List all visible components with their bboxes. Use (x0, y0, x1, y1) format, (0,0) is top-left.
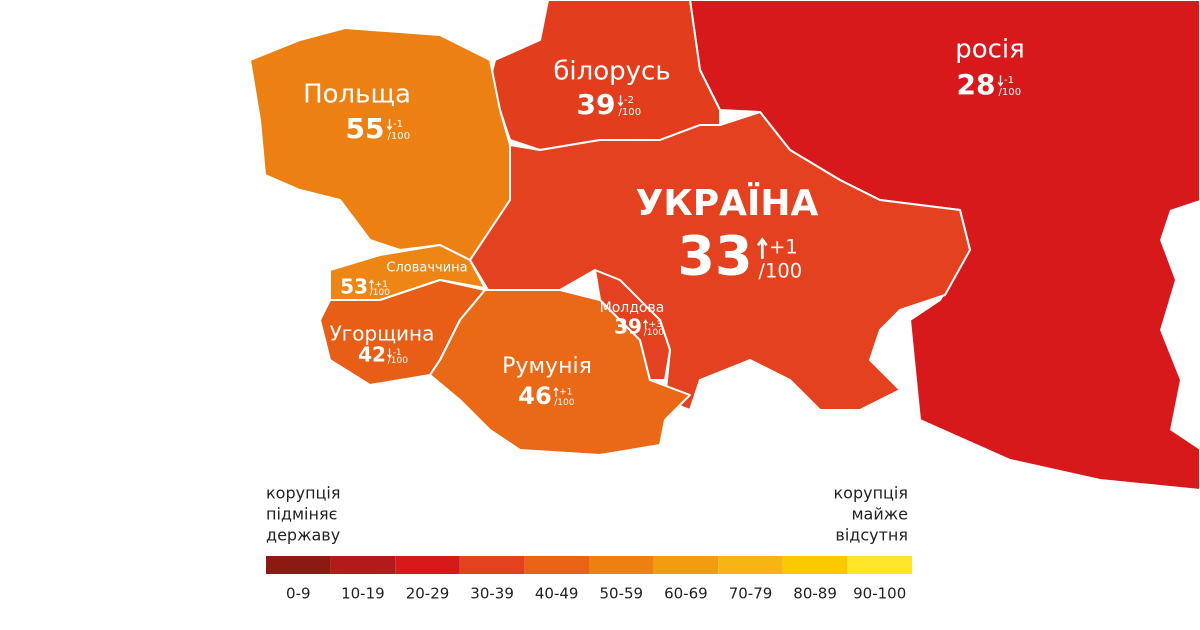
country-name: Угорщина (330, 322, 435, 346)
legend-label: 90-100 (853, 585, 906, 603)
country-score: 55 (346, 112, 385, 145)
score-change: +1 (769, 236, 798, 259)
legend-swatch (524, 556, 589, 574)
trend-arrow (997, 75, 1004, 87)
score-max: /100 (999, 87, 1022, 98)
legend-label: 10-19 (341, 585, 385, 603)
legend-swatch (266, 556, 331, 574)
sea (1160, 200, 1200, 450)
legend-label: 70-79 (729, 585, 773, 603)
trend-arrow (617, 95, 624, 107)
score-max: /100 (388, 131, 411, 142)
score-max: /100 (370, 288, 390, 298)
score-max: /100 (388, 356, 408, 366)
country-score: 42 (358, 343, 386, 367)
trend-arrow (387, 348, 392, 359)
score-change: -1 (1004, 75, 1014, 86)
score-change: -1 (393, 119, 403, 130)
legend-label: 30-39 (470, 585, 514, 603)
score-change: -2 (624, 95, 634, 106)
legend-swatch (782, 556, 848, 574)
score-max: /100 (619, 107, 642, 118)
legend-swatch (395, 556, 460, 574)
legend-right-text: відсутня (835, 526, 908, 545)
trend-arrow (756, 237, 768, 259)
country-score: 39 (577, 88, 616, 121)
country-name: Словаччина (386, 261, 467, 276)
legend-left-text: державу (266, 526, 340, 545)
legend-swatch (459, 556, 525, 574)
score-max: /100 (554, 398, 574, 408)
country-score: 53 (340, 275, 368, 299)
legend-label: 0-9 (286, 585, 311, 603)
country-name: росія (955, 35, 1025, 65)
legend-label: 80-89 (793, 585, 837, 603)
country-name: Молдова (600, 300, 665, 316)
legend-label: 20-29 (406, 585, 450, 603)
trend-arrow (369, 279, 374, 290)
legend-swatch (330, 556, 396, 574)
score-change: -1 (393, 348, 402, 358)
legend-swatch (653, 556, 719, 574)
country-shape (429, 289, 691, 456)
legend-left-text: корупція (266, 484, 341, 503)
score-max: /100 (644, 328, 664, 338)
country-shape (594, 269, 671, 381)
country-shape (249, 27, 511, 261)
country-name: Польща (303, 80, 411, 110)
country-name: УКРАЇНА (636, 182, 819, 224)
legend-label: 50-59 (600, 585, 644, 603)
score-change: +1 (375, 280, 388, 290)
legend-swatch (847, 556, 912, 574)
score-change: +1 (559, 387, 572, 397)
country-score: 39 (614, 315, 642, 339)
legend-right-text: корупція (834, 484, 909, 503)
legend-label: 60-69 (664, 585, 708, 603)
score-max: /100 (758, 259, 802, 282)
trend-arrow (553, 386, 559, 397)
legend-right-text: майже (851, 505, 908, 524)
legend-left-text: підміняє (266, 505, 337, 524)
country-name: білорусь (553, 57, 670, 87)
country-score: 46 (518, 382, 551, 410)
score-change: +3 (649, 320, 662, 330)
trend-arrow (386, 119, 393, 131)
legend-swatch (589, 556, 654, 574)
legend-swatch (718, 556, 783, 574)
trend-arrow (643, 319, 648, 330)
legend-label: 40-49 (535, 585, 579, 603)
country-score: 28 (957, 68, 996, 101)
country-score: 33 (677, 225, 752, 288)
country-name: Румунія (502, 354, 592, 379)
